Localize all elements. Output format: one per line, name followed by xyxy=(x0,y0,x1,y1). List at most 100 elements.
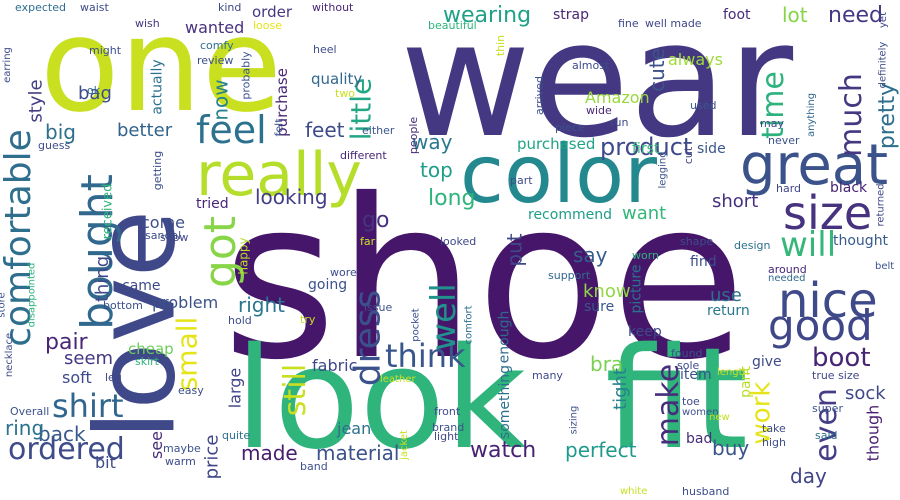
word-style: style xyxy=(25,79,47,123)
word-enough: enough xyxy=(496,310,513,364)
word-quite: quite xyxy=(222,429,251,442)
word-earring: earring xyxy=(1,47,13,83)
word-sock: sock xyxy=(845,383,886,404)
word-perfect: perfect xyxy=(565,438,637,462)
word-heel: heel xyxy=(313,43,337,56)
word-item: item xyxy=(680,367,712,383)
word-may: may xyxy=(760,117,784,130)
word-cute: cute xyxy=(644,48,669,92)
word-disappointed: disappointed xyxy=(26,262,38,328)
word-arrived: arrived xyxy=(532,76,546,115)
word-getting: getting xyxy=(151,150,165,191)
word-Amazon: Amazon xyxy=(585,88,650,107)
word-bag: bag xyxy=(78,83,112,104)
word-never: never xyxy=(768,134,800,147)
word-large: large xyxy=(225,367,245,409)
word-shape: shape xyxy=(680,235,714,248)
word-maybe: maybe xyxy=(163,442,201,455)
word-seem: seem xyxy=(64,348,114,369)
word-soft: soft xyxy=(62,368,92,387)
word-give: give xyxy=(752,354,782,370)
word-fabric: fabric xyxy=(312,356,358,375)
word-want: want xyxy=(622,203,667,224)
word-material: material xyxy=(316,441,400,465)
word-wide: wide xyxy=(586,104,612,117)
word-support: support xyxy=(548,269,591,282)
word-cut: cut xyxy=(682,146,696,165)
word-true-size: true size xyxy=(812,369,860,382)
word-big: big xyxy=(45,120,76,144)
word-leg: leg xyxy=(105,371,122,384)
word-use: use xyxy=(710,285,742,306)
word-show: show xyxy=(160,231,189,244)
word-need: need xyxy=(828,3,883,28)
word-size: size xyxy=(783,186,873,240)
word-strap: strap xyxy=(553,7,590,23)
word-color: color xyxy=(460,128,657,221)
word-beautiful: beautiful xyxy=(428,19,477,32)
word-black: black xyxy=(830,180,868,196)
word-legging: legging xyxy=(657,151,669,189)
word-now: now xyxy=(208,79,233,121)
word-band: band xyxy=(300,460,328,473)
word-hard: hard xyxy=(776,182,802,195)
word-picture: picture xyxy=(628,264,645,314)
word-wore: wore xyxy=(330,266,357,279)
word-kind: kind xyxy=(218,1,242,14)
word-super: super xyxy=(812,402,843,415)
word-guess: guess xyxy=(38,139,71,152)
word-though: though xyxy=(863,404,883,462)
word-far: far xyxy=(360,235,376,248)
word-actually: actually xyxy=(149,59,166,115)
word-day: day xyxy=(790,464,827,488)
word-people: people xyxy=(407,116,421,155)
word-order: order xyxy=(252,3,292,21)
word-good: good xyxy=(768,301,873,350)
word-return: return xyxy=(707,303,750,319)
word-around: around xyxy=(768,263,807,276)
word-brand: brand xyxy=(432,421,465,434)
word-buy: buy xyxy=(712,436,750,460)
word-long: long xyxy=(428,186,476,211)
word-one: one xyxy=(40,0,282,141)
word-thing: thing xyxy=(92,255,114,303)
word-fine: fine xyxy=(618,17,639,30)
word-husband: husband xyxy=(682,485,730,498)
word-problem: problem xyxy=(152,293,219,312)
word-came: came xyxy=(122,278,161,294)
word-worn: worn xyxy=(632,249,660,262)
word-pocket: pocket xyxy=(410,308,422,342)
word-definitely: definitely xyxy=(877,41,889,89)
word-fit: fit xyxy=(605,318,749,481)
word-short: short xyxy=(712,191,759,212)
word-feet: feet xyxy=(305,118,345,142)
word-design: design xyxy=(734,239,771,252)
word-thought: thought xyxy=(833,233,889,249)
word-found: found xyxy=(671,347,703,360)
word-will: will xyxy=(780,225,837,265)
word-back: back xyxy=(38,422,86,446)
word-toe: toe xyxy=(682,395,700,408)
word-white: white xyxy=(620,486,648,497)
word-even: even xyxy=(808,388,844,462)
word-wanted: wanted xyxy=(185,18,245,37)
word-foot: foot xyxy=(723,7,751,23)
word-comfy: comfy xyxy=(200,39,234,52)
word-warm: warm xyxy=(165,455,196,468)
word-wish: wish xyxy=(135,17,160,30)
word-returned: returned xyxy=(875,183,887,227)
word-leather: leather xyxy=(380,374,416,385)
word-review: review xyxy=(197,54,234,67)
word-two: two xyxy=(335,87,356,100)
word-put: put xyxy=(502,233,527,267)
word-easy: easy xyxy=(178,384,204,397)
word-might: might xyxy=(89,44,122,57)
word-product: product xyxy=(600,133,693,161)
word-go: go xyxy=(362,208,390,233)
word-say: say xyxy=(573,243,608,267)
word-side: side xyxy=(697,141,726,157)
word-sizing: sizing xyxy=(568,405,580,435)
word-anything: anything xyxy=(806,92,818,138)
word-first: first xyxy=(632,141,660,157)
